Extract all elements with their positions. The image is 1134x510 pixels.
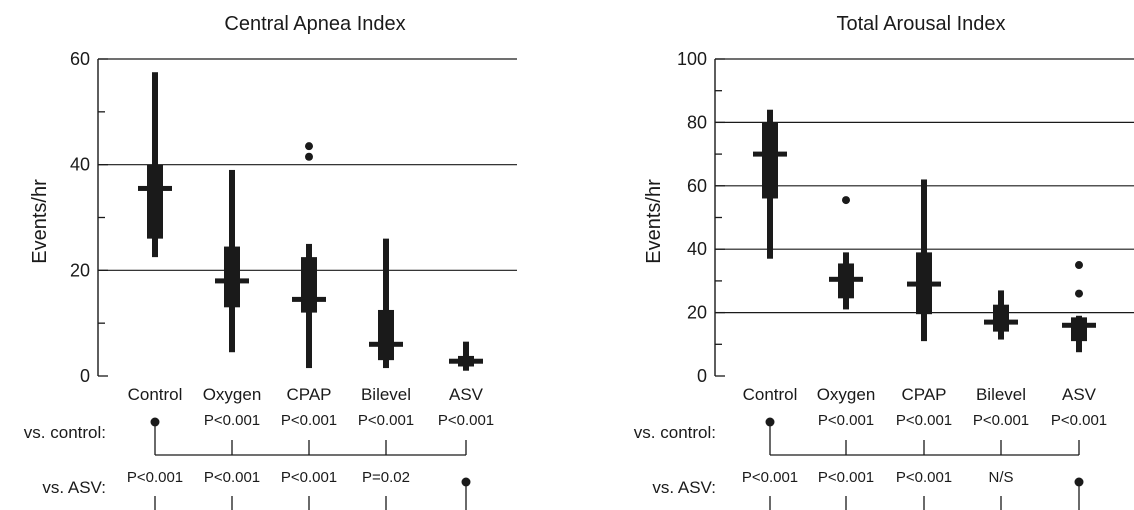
outlier-point [305,152,313,161]
box-oxygen [829,196,863,310]
p-value-label: P=0.02 [362,469,410,486]
y-tick-label: 0 [697,366,707,386]
p-value-label: P<0.001 [438,412,494,429]
box-bilevel [369,238,403,369]
p-value-label: P<0.001 [1051,412,1107,429]
category-label: Control [743,385,798,404]
vs-asv-row: vs. ASV: P<0.001 P<0.001 P<0.001 P=0.02 [42,469,471,510]
box-asv [1062,261,1096,353]
reference-dot [150,417,160,427]
y-tick-label: 20 [687,303,707,323]
median-bar [138,185,172,191]
p-value-label: P<0.001 [896,469,952,486]
y-tick-label: 100 [677,49,707,69]
vs-control-row: vs. control: P<0.001 P<0.001 P<0.001 P<0.001 [634,412,1107,456]
category-label: CPAP [286,385,331,404]
y-tick-label: 80 [687,112,707,132]
outlier-point [842,196,850,205]
box-asv [449,341,483,371]
median-bar [215,278,249,284]
median-bar [984,319,1018,325]
y-tick-label: 60 [687,176,707,196]
reference-dot [1074,477,1084,487]
chart-title: Total Arousal Index [837,13,1006,35]
chart-panel: Total Arousal Index Events/hr 0 20 40 60 80 100… [634,13,1134,510]
category-label: Control [128,385,183,404]
category-label: Oxygen [817,385,876,404]
category-label: CPAP [901,385,946,404]
box-cpap [292,142,326,369]
iqr-box [301,257,317,313]
outlier-point [1075,261,1083,270]
chart-panel: Central Apnea Index Events/hr 0 20 40 60 Contr… [24,13,517,510]
p-value-label: P<0.001 [818,412,874,429]
y-axis-label: Events/hr [643,179,665,264]
category-label: ASV [1062,385,1097,404]
iqr-box [147,164,163,239]
median-bar [449,358,483,364]
p-value-label: P<0.001 [281,412,337,429]
outlier-point [305,142,313,151]
iqr-box [224,246,240,308]
reference-dot [765,417,775,427]
vs-asv-row: vs. ASV: P<0.001 P<0.001 P<0.001 N/S [652,469,1084,510]
category-label: Bilevel [976,385,1026,404]
whisker [152,72,158,258]
p-value-label: P<0.001 [127,469,183,486]
box-control [753,109,787,259]
median-bar [1062,322,1096,328]
box-bilevel [984,290,1018,340]
p-value-label: P<0.001 [896,412,952,429]
median-bar [907,281,941,287]
p-value-label: P<0.001 [204,412,260,429]
p-value-label: P<0.001 [281,469,337,486]
median-bar [829,276,863,282]
y-tick-label: 20 [70,260,90,280]
y-tick-label: 40 [70,155,90,175]
iqr-box [993,304,1009,332]
iqr-box [1071,317,1087,342]
iqr-box [378,309,394,361]
vs-asv-label: vs. ASV: [42,478,106,497]
iqr-box [762,122,778,199]
box-oxygen [215,169,249,353]
reference-dot [461,477,471,487]
vs-control-label: vs. control: [24,423,106,442]
y-tick-label: 60 [70,49,90,69]
p-value-label: P<0.001 [818,469,874,486]
box-control [138,72,172,258]
p-value-label: N/S [988,469,1013,486]
category-label: ASV [449,385,484,404]
y-axis-label: Events/hr [29,179,51,264]
chart-title: Central Apnea Index [224,13,405,35]
median-bar [753,151,787,157]
p-value-label: P<0.001 [204,469,260,486]
y-tick-label: 0 [80,366,90,386]
outlier-point [1075,289,1083,298]
category-label: Bilevel [361,385,411,404]
p-value-label: P<0.001 [358,412,414,429]
whisker [383,238,389,369]
category-label: Oxygen [203,385,262,404]
p-value-label: P<0.001 [973,412,1029,429]
box-cpap [907,179,941,342]
median-bar [292,296,326,302]
vs-control-label: vs. control: [634,423,716,442]
vs-asv-label: vs. ASV: [652,478,716,497]
p-value-label: P<0.001 [742,469,798,486]
y-tick-label: 40 [687,239,707,259]
vs-control-row: vs. control: P<0.001 P<0.001 P<0.001 P<0.001 [24,412,494,456]
median-bar [369,341,403,347]
